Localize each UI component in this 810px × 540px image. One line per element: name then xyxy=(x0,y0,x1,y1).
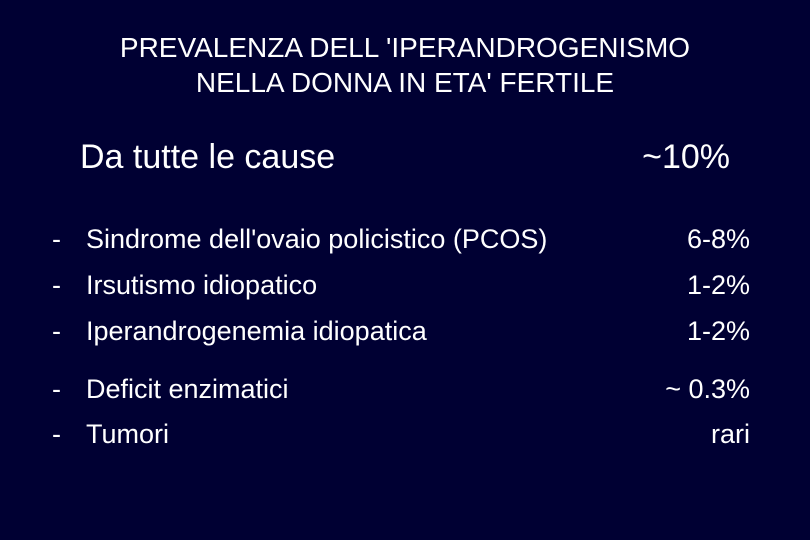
list-item: - Iperandrogenemia idiopatica 1-2% xyxy=(50,311,760,353)
bullet-icon: - xyxy=(50,219,86,261)
slide-title: PREVALENZA DELL 'IPERANDROGENISMO NELLA … xyxy=(50,30,760,100)
item-value: 6-8% xyxy=(640,219,760,261)
headline-row: Da tutte le cause ~10% xyxy=(80,138,730,177)
item-label: Sindrome dell'ovaio policistico (PCOS) xyxy=(86,219,640,261)
item-label: Tumori xyxy=(86,414,640,456)
bullet-icon: - xyxy=(50,265,86,307)
headline-value: ~10% xyxy=(642,138,730,177)
list-item: - Deficit enzimatici ~ 0.3% xyxy=(50,369,760,411)
item-label: Deficit enzimatici xyxy=(86,369,640,411)
spacer xyxy=(50,357,760,369)
bullet-icon: - xyxy=(50,369,86,411)
item-list: - Sindrome dell'ovaio policistico (PCOS)… xyxy=(50,219,760,456)
bullet-icon: - xyxy=(50,414,86,456)
list-item: - Sindrome dell'ovaio policistico (PCOS)… xyxy=(50,219,760,261)
bullet-icon: - xyxy=(50,311,86,353)
item-value: rari xyxy=(640,414,760,456)
list-item: - Irsutismo idiopatico 1-2% xyxy=(50,265,760,307)
item-value: 1-2% xyxy=(640,265,760,307)
item-value: 1-2% xyxy=(640,311,760,353)
item-label: Iperandrogenemia idiopatica xyxy=(86,311,640,353)
list-item: - Tumori rari xyxy=(50,414,760,456)
slide: PREVALENZA DELL 'IPERANDROGENISMO NELLA … xyxy=(0,0,810,540)
item-value: ~ 0.3% xyxy=(640,369,760,411)
headline-label: Da tutte le cause xyxy=(80,138,335,177)
item-label: Irsutismo idiopatico xyxy=(86,265,640,307)
